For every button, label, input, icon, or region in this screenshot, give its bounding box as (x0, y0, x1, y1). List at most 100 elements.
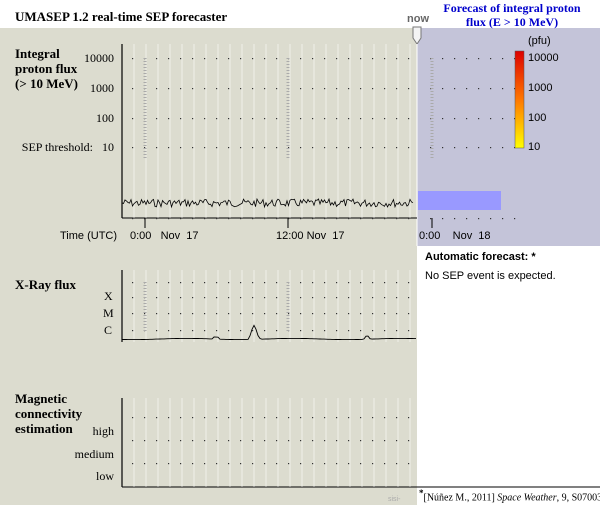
forecast-grid-dot (490, 147, 492, 149)
proton-grid-dot (132, 88, 134, 90)
magnetic-grid-dot (240, 463, 242, 465)
proton-grid-dot (276, 88, 278, 90)
magnetic-grid-dot (240, 417, 242, 419)
proton-grid-dot (300, 218, 302, 220)
forecast-grid-dot (502, 147, 504, 149)
xray-grid-dot (264, 313, 266, 315)
proton-grid-dot (312, 147, 314, 149)
xray-grid-dot (360, 297, 362, 299)
proton-grid-dot (132, 58, 134, 60)
proton-grid-dot (228, 147, 230, 149)
proton-grid-dot (396, 88, 398, 90)
footnote-reference: [Núñez M., 2011] (423, 492, 495, 504)
proton-grid-dot (336, 88, 338, 90)
magnetic-grid-dot (252, 463, 254, 465)
x-tick-label: 12:00 Nov 17 (276, 230, 345, 242)
magnetic-grid-dot (132, 440, 134, 442)
colorbar-tick: 10000 (528, 52, 559, 64)
time-axis-label: Time (UTC) (60, 230, 118, 242)
magnetic-grid-dot (144, 440, 146, 442)
forecast-grid-dot (454, 118, 456, 120)
forecast-grid-dot (466, 147, 468, 149)
proton-grid-dot (384, 58, 386, 60)
forecast-grid-dot (490, 58, 492, 60)
magnetic-grid-dot (192, 463, 194, 465)
footnote: *[Núñez M., 2011] Space Weather, 9, S070… (419, 488, 600, 503)
xray-grid-dot (252, 297, 254, 299)
magnetic-grid-dot (288, 417, 290, 419)
xray-grid-dot (312, 330, 314, 332)
proton-grid-dot (204, 147, 206, 149)
xray-grid-dot (348, 313, 350, 315)
magnetic-level-high: high (92, 424, 114, 438)
proton-grid-dot (360, 118, 362, 120)
forecast-grid-dot (442, 147, 444, 149)
xray-grid-dot (216, 297, 218, 299)
magnetic-grid-dot (336, 440, 338, 442)
footnote-star: * (419, 488, 424, 498)
proton-grid-dot (396, 218, 398, 220)
proton-grid-dot (168, 58, 170, 60)
proton-grid-dot (408, 58, 410, 60)
proton-grid-dot (336, 147, 338, 149)
proton-grid-dot (384, 218, 386, 220)
footnote-journal: Space Weather (497, 492, 557, 504)
magnetic-title-1: Magnetic (15, 391, 67, 406)
xray-grid-dot (228, 313, 230, 315)
xray-grid-dot (396, 297, 398, 299)
proton-grid-dot (384, 88, 386, 90)
x-tick-label: 0:00 Nov 17 (130, 230, 199, 242)
xray-grid-dot (324, 313, 326, 315)
xray-grid-dot (276, 330, 278, 332)
forecast-grid-dot (442, 88, 444, 90)
magnetic-grid-dot (204, 463, 206, 465)
xray-grid-dot (372, 297, 374, 299)
xray-grid-dot (156, 330, 158, 332)
proton-grid-dot (300, 118, 302, 120)
forecast-grid-dot (478, 88, 480, 90)
xray-grid-dot (300, 282, 302, 284)
proton-grid-dot (228, 58, 230, 60)
proton-y-tick: 10000 (84, 51, 114, 65)
xray-grid-dot (156, 313, 158, 315)
magnetic-grid-dot (312, 417, 314, 419)
xray-grid-dot (360, 282, 362, 284)
xray-grid-dot (276, 282, 278, 284)
automatic-forecast-heading: Automatic forecast: * (425, 251, 536, 263)
proton-grid-dot (288, 147, 290, 149)
proton-grid-dot (228, 218, 230, 220)
x-tick-label: 0:00 Nov 18 (419, 230, 491, 242)
xray-grid-dot (216, 313, 218, 315)
proton-grid-dot (132, 118, 134, 120)
proton-grid-dot (216, 58, 218, 60)
proton-grid-dot (372, 118, 374, 120)
proton-grid-dot (312, 88, 314, 90)
xray-grid-dot (240, 313, 242, 315)
proton-grid-dot (168, 118, 170, 120)
proton-grid-dot (348, 88, 350, 90)
xray-level-x: X (104, 289, 113, 303)
xray-grid-dot (192, 313, 194, 315)
magnetic-grid-dot (324, 463, 326, 465)
proton-grid-dot (204, 58, 206, 60)
proton-grid-dot (180, 58, 182, 60)
xray-grid-dot (324, 297, 326, 299)
magnetic-grid-dot (312, 463, 314, 465)
colorbar-tick: 100 (528, 112, 547, 124)
xray-grid-dot (348, 282, 350, 284)
proton-grid-dot (324, 58, 326, 60)
proton-flux-trace (121, 197, 414, 209)
xray-grid-dot (372, 313, 374, 315)
xray-grid-dot (408, 313, 410, 315)
proton-grid-dot (132, 218, 134, 220)
proton-grid-dot (216, 118, 218, 120)
xray-grid-dot (300, 297, 302, 299)
magnetic-grid-dot (264, 417, 266, 419)
magnetic-grid-dot (156, 463, 158, 465)
magnetic-grid-dot (276, 440, 278, 442)
automatic-forecast-message: No SEP event is expected. (425, 270, 556, 282)
proton-grid-dot (300, 147, 302, 149)
proton-grid-dot (132, 147, 134, 149)
magnetic-grid-dot (396, 463, 398, 465)
